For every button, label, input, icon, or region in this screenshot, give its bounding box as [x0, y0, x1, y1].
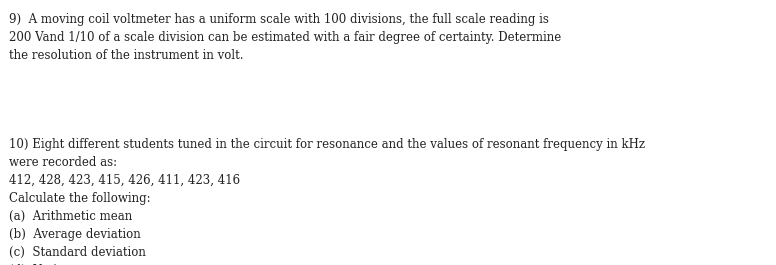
- Text: 10) Eight different students tuned in the circuit for resonance and the values o: 10) Eight different students tuned in th…: [9, 138, 646, 265]
- Text: 9)  A moving coil voltmeter has a uniform scale with 100 divisions, the full sca: 9) A moving coil voltmeter has a uniform…: [9, 13, 562, 62]
